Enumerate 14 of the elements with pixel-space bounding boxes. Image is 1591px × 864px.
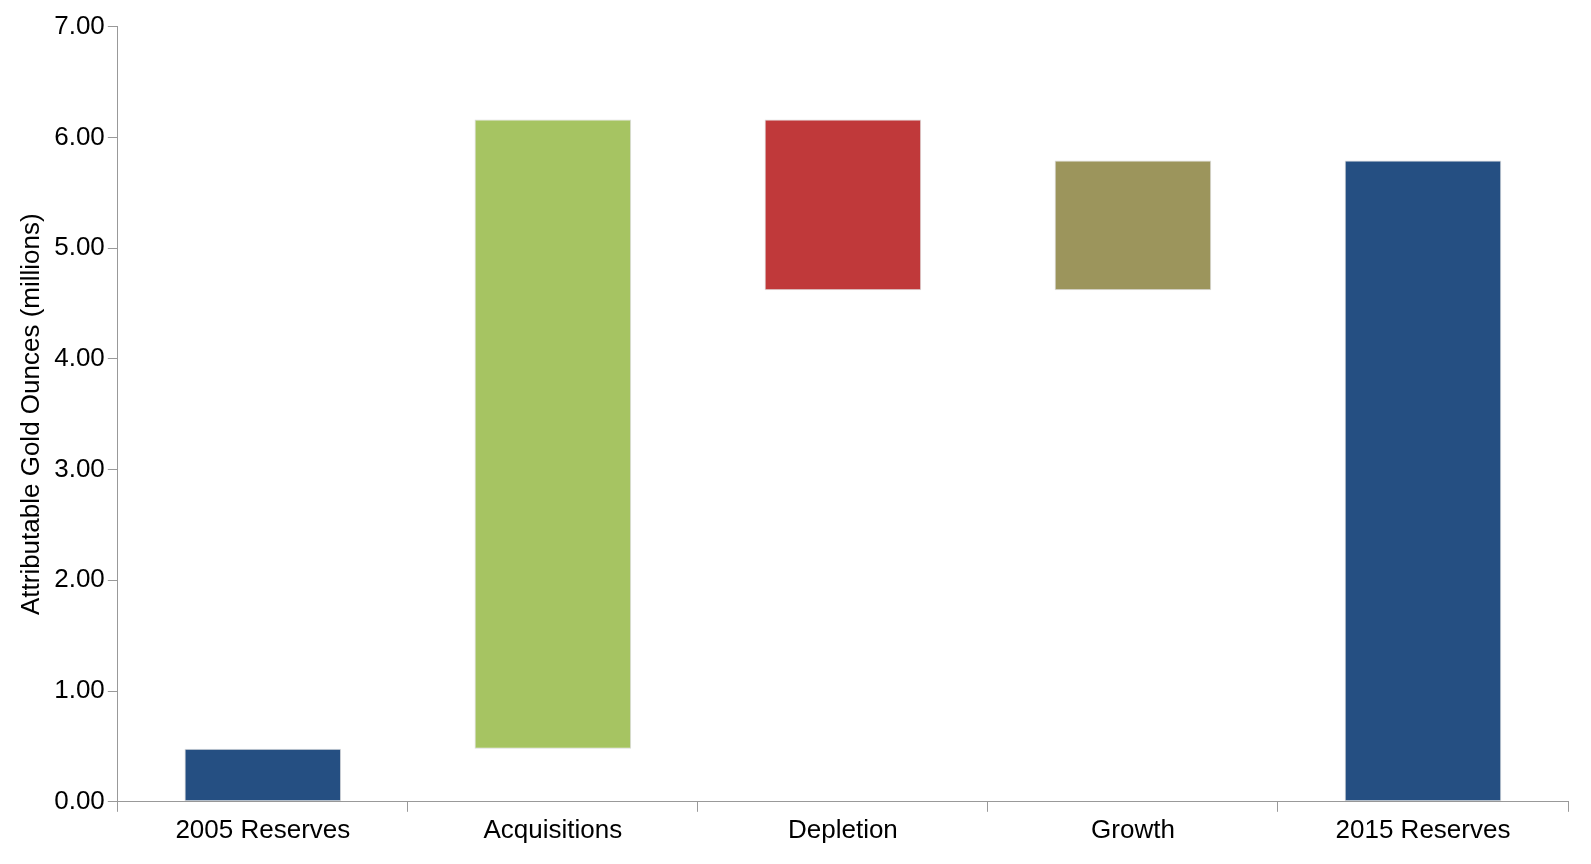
y-tick-label: 6.00 — [54, 120, 105, 151]
x-tick-label: Acquisitions — [483, 813, 623, 844]
y-axis-title: Attributable Gold Ounces (millions) — [14, 213, 45, 616]
x-tick-label: Growth — [1091, 813, 1175, 844]
y-tick-label: 1.00 — [54, 674, 105, 705]
x-tick-label: Depletion — [787, 813, 898, 844]
y-tick-label: 2.00 — [54, 563, 105, 594]
y-tick-label: 0.00 — [54, 784, 105, 815]
x-tick-label: 2015 Reserves — [1335, 813, 1511, 844]
y-tick-label: 3.00 — [54, 452, 105, 483]
x-tick-label: 2005 Reserves — [175, 813, 351, 844]
y-tick-label: 7.00 — [54, 9, 105, 40]
y-tick-label: 5.00 — [54, 231, 105, 262]
y-tick-label: 4.00 — [54, 342, 105, 372]
